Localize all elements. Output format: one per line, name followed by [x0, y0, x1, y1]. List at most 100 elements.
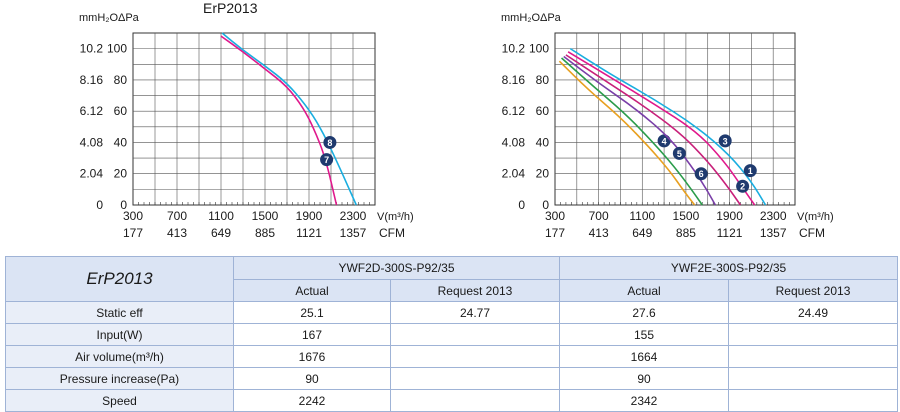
row-label: Static eff	[5, 301, 234, 324]
cell: 167	[233, 323, 391, 346]
series-marker-label-1: 1	[748, 166, 753, 176]
series-marker-6	[694, 167, 708, 181]
subheader-actual-1: Actual	[233, 279, 391, 302]
y-tick-pa: 40	[114, 135, 128, 149]
series-line-6	[558, 60, 696, 206]
cell	[727, 389, 899, 412]
x-tick: 300	[123, 209, 143, 223]
y-tick-pa: 60	[536, 104, 550, 118]
y-tick-mmh2o: 6.12	[80, 104, 104, 118]
series-line-3	[565, 54, 742, 206]
y-tick-pa: 20	[536, 167, 550, 181]
x-tick: 1100	[208, 209, 234, 223]
x-tick: 2300	[340, 209, 367, 223]
y-tick-pa: 60	[114, 104, 128, 118]
x-tick-cfm: 1357	[760, 226, 787, 240]
x-tick-cfm: 1357	[340, 226, 367, 240]
y-unit-mmh2o: mmH₂O	[501, 12, 541, 24]
cell: 27.6	[559, 301, 729, 324]
x-tick-cfm: 413	[589, 226, 609, 240]
y-tick-mmh2o: 0	[518, 198, 525, 212]
series-line-1	[569, 47, 767, 206]
x-tick-cfm: 649	[632, 226, 652, 240]
x-unit: V(m³/h)	[377, 211, 414, 223]
subheader-actual-2: Actual	[559, 279, 729, 302]
series-marker-label-7: 7	[324, 155, 329, 165]
chart-title: ErP2013	[203, 0, 258, 16]
x-tick: 700	[589, 209, 609, 223]
cell: 25.1	[233, 301, 391, 324]
cell	[390, 345, 560, 368]
performance-table: ErP2013 YWF2D-300S-P92/35 YWF2E-300S-P92…	[5, 256, 899, 412]
x-tick: 700	[167, 209, 187, 223]
cell: 1664	[559, 345, 729, 368]
cell	[727, 345, 899, 368]
x-tick-cfm: 177	[123, 226, 143, 240]
y-tick-mmh2o: 8.16	[502, 73, 526, 87]
y-unit-mmh2o: mmH₂O	[79, 12, 119, 24]
row-label: Air volume(m³/h)	[5, 345, 234, 368]
table-row-static-eff: Static eff 25.1 24.77 27.6 24.49	[5, 301, 899, 324]
y-tick-mmh2o: 10.2	[80, 42, 104, 56]
x-tick: 300	[545, 209, 565, 223]
x-tick: 1900	[716, 209, 743, 223]
y-tick-pa: 40	[536, 135, 550, 149]
cell: 24.49	[727, 301, 899, 324]
y-tick-mmh2o: 8.16	[80, 73, 104, 87]
series-line-2	[567, 51, 756, 206]
x-unit: V(m³/h)	[797, 211, 834, 223]
y-tick-mmh2o: 2.04	[80, 167, 104, 181]
y-tick-mmh2o: 0	[96, 198, 103, 212]
y-tick-pa: 80	[114, 73, 128, 87]
y-unit-pa: ΔPa	[540, 12, 562, 24]
series-marker-1	[743, 164, 757, 178]
y-tick-pa: 100	[107, 42, 127, 56]
cell: 2342	[559, 389, 729, 412]
table-row-pressure: Pressure increase(Pa) 90 90	[5, 367, 899, 390]
series-marker-2	[736, 179, 750, 193]
table-row-speed: Speed 2242 2342	[5, 389, 899, 412]
x-unit-cfm: CFM	[799, 226, 825, 240]
series-marker-label-4: 4	[662, 136, 667, 146]
series-marker-7	[320, 153, 334, 167]
y-tick-pa: 0	[542, 198, 549, 212]
series-line-4	[561, 57, 703, 206]
y-tick-pa: 20	[114, 167, 128, 181]
cell	[727, 323, 899, 346]
x-tick: 1900	[296, 209, 323, 223]
chart-left: 10.2 8.16 6.12 4.08 2.04 0 100 80 60 40 20 0 mmH₂O ΔP…	[79, 0, 414, 240]
y-tick-pa: 80	[536, 73, 550, 87]
series-marker-label-5: 5	[677, 149, 682, 159]
y-tick-mmh2o: 2.04	[502, 167, 526, 181]
y-tick-mmh2o: 4.08	[80, 135, 104, 149]
y-tick-mmh2o: 6.12	[502, 104, 526, 118]
x-tick-cfm: 649	[211, 226, 231, 240]
model-header-1: YWF2D-300S-P92/35	[233, 256, 560, 280]
series-marker-8	[323, 135, 337, 149]
cell	[390, 323, 560, 346]
series-marker-label-8: 8	[327, 138, 332, 148]
cell	[727, 367, 899, 390]
x-unit-cfm: CFM	[379, 226, 405, 240]
plot-frame	[132, 32, 376, 206]
subheader-request-2: Request 2013	[727, 279, 899, 302]
x-tick-cfm: 1121	[296, 226, 322, 240]
series-marker-label-6: 6	[699, 169, 704, 179]
cell	[390, 389, 560, 412]
y-tick-mmh2o: 10.2	[502, 42, 526, 56]
series-marker-3	[718, 134, 732, 148]
y-tick-pa: 100	[529, 42, 549, 56]
series-marker-label-3: 3	[723, 136, 728, 146]
cell: 1676	[233, 345, 391, 368]
x-tick-cfm: 1121	[717, 226, 743, 240]
table-row-input: Input(W) 167 155	[5, 323, 899, 346]
cell: 155	[559, 323, 729, 346]
x-tick: 1500	[252, 209, 279, 223]
y-tick-pa: 0	[120, 198, 127, 212]
cell: 90	[233, 367, 391, 390]
row-label: Pressure increase(Pa)	[5, 367, 234, 390]
cell	[390, 367, 560, 390]
row-label: Speed	[5, 389, 234, 412]
chart-right: 10.2 8.16 6.12 4.08 2.04 0 100 80 60 40 20 0 mmH₂O ΔP…	[501, 12, 834, 240]
